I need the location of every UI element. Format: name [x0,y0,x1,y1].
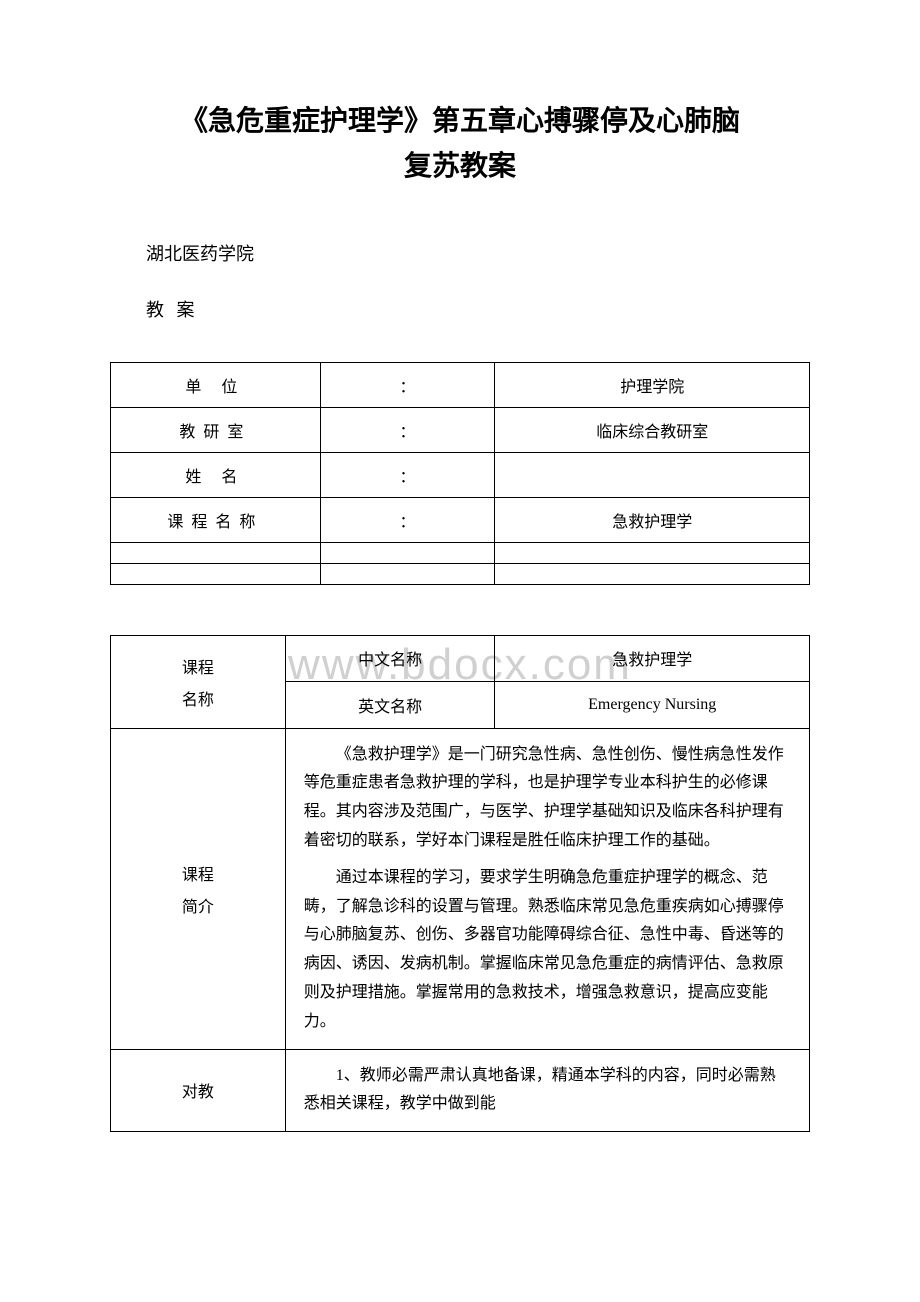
info-colon: ： [320,497,495,542]
lesson-plan-label: 教 案 [110,296,810,322]
intro-paragraph-2: 通过本课程的学习，要求学生明确急危重症护理学的概念、范畴，了解急诊科的设置与管理… [304,864,791,1037]
document-title: 《急危重症护理学》第五章心搏骤停及心肺脑 复苏教案 [110,100,810,190]
table-row: 课程 简介 《急救护理学》是一门研究急性病、急性创伤、慢性病急性发作等危重症患者… [111,728,810,1049]
title-line-2: 复苏教案 [110,145,810,190]
empty-cell [320,542,495,563]
english-name-value: Emergency Nursing [495,682,810,729]
empty-cell [320,563,495,584]
info-colon: ： [320,362,495,407]
label-part-1: 课程 [126,654,270,678]
info-label: 课程名称 [111,497,321,542]
table-row: 对教 1、教师必需严肃认真地备课，精通本学科的内容，同时必需熟悉相关课程，教学中… [111,1049,810,1132]
course-intro-label: 课程 简介 [111,728,286,1049]
table-row: 单 位 ： 护理学院 [111,362,810,407]
table-row [111,542,810,563]
label-part-1: 课程 [126,861,270,885]
institution-text: 湖北医药学院 [110,240,810,266]
english-name-label: 英文名称 [285,682,495,729]
table-row: 教研室 ： 临床综合教研室 [111,407,810,452]
teacher-req-paragraph-1: 1、教师必需严肃认真地备课，精通本学科的内容，同时必需熟悉相关课程，教学中做到能 [304,1062,791,1120]
table-row: 姓 名 ： [111,452,810,497]
info-value: 急救护理学 [495,497,810,542]
info-label: 教研室 [111,407,321,452]
chinese-name-value: 急救护理学 [495,635,810,682]
teacher-requirement-label: 对教 [111,1049,286,1132]
table-row [111,563,810,584]
empty-cell [111,563,321,584]
info-colon: ： [320,407,495,452]
teacher-requirement-description: 1、教师必需严肃认真地备课，精通本学科的内容，同时必需熟悉相关课程，教学中做到能 [285,1049,809,1132]
empty-cell [111,542,321,563]
label-part-2: 简介 [126,893,270,917]
info-value [495,452,810,497]
intro-paragraph-1: 《急救护理学》是一门研究急性病、急性创伤、慢性病急性发作等危重症患者急救护理的学… [304,741,791,856]
info-label: 单 位 [111,362,321,407]
info-label: 姓 名 [111,452,321,497]
empty-cell [495,542,810,563]
table-row: 课程名称 ： 急救护理学 [111,497,810,542]
course-intro-description: 《急救护理学》是一门研究急性病、急性创伤、慢性病急性发作等危重症患者急救护理的学… [285,728,809,1049]
info-value: 护理学院 [495,362,810,407]
course-name-label: 课程 名称 [111,635,286,728]
empty-cell [495,563,810,584]
label-part-2: 名称 [126,686,270,710]
title-line-1: 《急危重症护理学》第五章心搏骤停及心肺脑 [110,100,810,145]
info-table: 单 位 ： 护理学院 教研室 ： 临床综合教研室 姓 名 ： 课程名称 ： 急救… [110,362,810,585]
info-value: 临床综合教研室 [495,407,810,452]
table-row: 课程 名称 中文名称 急救护理学 [111,635,810,682]
info-colon: ： [320,452,495,497]
chinese-name-label: 中文名称 [285,635,495,682]
course-detail-table: 课程 名称 中文名称 急救护理学 英文名称 Emergency Nursing … [110,635,810,1133]
